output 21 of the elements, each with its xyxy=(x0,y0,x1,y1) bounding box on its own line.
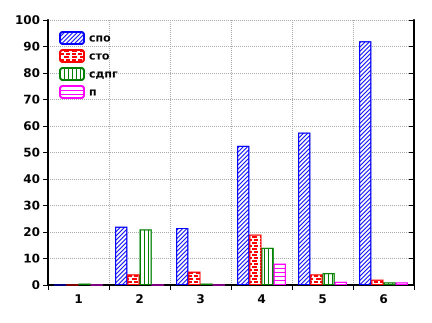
y-tick-label: 30 xyxy=(23,198,40,212)
legend-label: сто xyxy=(89,50,110,62)
y-tick-label: 50 xyxy=(23,146,40,160)
y-tick-label: 100 xyxy=(14,13,40,27)
x-tick-label: 5 xyxy=(318,292,327,306)
x-tick-label: 6 xyxy=(379,292,388,306)
x-tick-label: 1 xyxy=(74,292,83,306)
y-tick-label: 90 xyxy=(23,40,40,54)
x-tick-label: 2 xyxy=(135,292,144,306)
legend-label: спо xyxy=(89,32,112,44)
y-tick-label: 0 xyxy=(32,278,40,292)
y-tick-label: 70 xyxy=(23,92,40,106)
y-tick-label: 60 xyxy=(23,119,40,133)
y-tick-label: 40 xyxy=(23,172,40,186)
legend-label: п xyxy=(89,86,97,98)
x-tick-label: 4 xyxy=(257,292,266,306)
y-tick-label: 80 xyxy=(23,66,40,80)
x-tick-label: 3 xyxy=(196,292,205,306)
y-tick-label: 20 xyxy=(23,225,40,239)
legend-label: сдпг xyxy=(89,68,118,80)
y-tick-label: 10 xyxy=(23,252,40,266)
